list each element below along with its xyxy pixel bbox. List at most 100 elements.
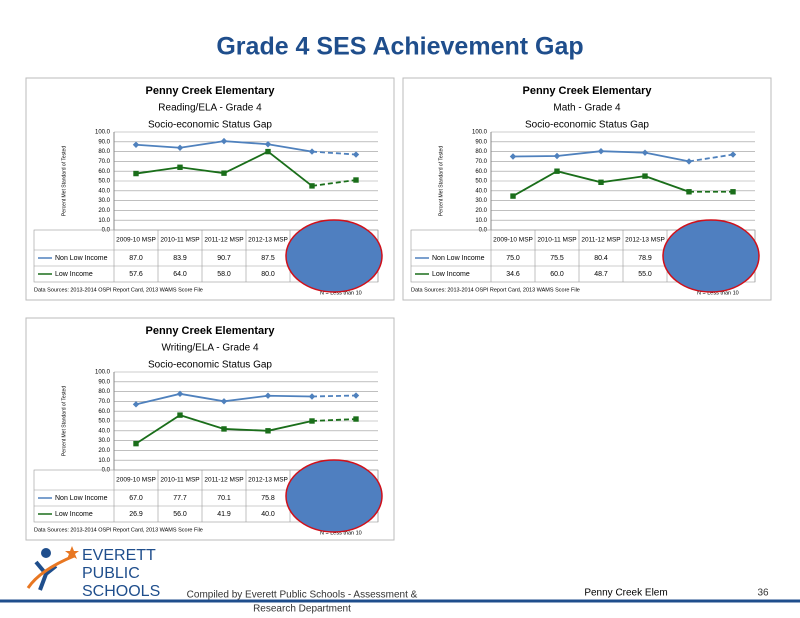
footer-school: Penny Creek Elem xyxy=(584,588,667,599)
point xyxy=(308,393,316,400)
y-tick-label: 20.0 xyxy=(475,208,487,214)
table-value: 41.9 xyxy=(217,511,231,518)
y-tick-label: 70.0 xyxy=(475,159,487,165)
point xyxy=(686,189,692,195)
y-tick-label: 80.0 xyxy=(475,149,487,155)
y-axis-label: Percent Met Standard of Tested xyxy=(61,386,67,456)
series-line xyxy=(311,394,357,398)
y-tick-label: 60.0 xyxy=(98,409,110,415)
x-tick-label: 2011-12 MSP xyxy=(204,477,243,484)
point xyxy=(264,141,272,148)
point xyxy=(553,152,561,160)
table-value: 75.5 xyxy=(550,255,564,262)
legend-label: Low Income xyxy=(55,511,93,518)
table-value: 58.0 xyxy=(217,271,231,278)
legend-label: Non Low Income xyxy=(55,255,108,262)
y-tick-label: 40.0 xyxy=(475,188,487,194)
y-tick-label: 30.0 xyxy=(475,198,487,204)
point xyxy=(554,168,560,174)
point xyxy=(264,392,272,399)
x-tick-label: 2011-12 MSP xyxy=(204,237,243,244)
series-line xyxy=(311,418,357,422)
logo-icon xyxy=(26,546,79,591)
y-tick-label: 90.0 xyxy=(98,379,110,385)
point xyxy=(353,416,359,422)
table-value: 77.7 xyxy=(173,495,187,502)
point xyxy=(176,144,184,151)
logo-text: PUBLIC xyxy=(82,565,140,582)
chart-title: Writing/ELA - Grade 4 xyxy=(161,343,259,354)
chart-title: Reading/ELA - Grade 4 xyxy=(158,103,262,114)
point xyxy=(308,148,316,155)
table-value: 70.1 xyxy=(217,495,231,502)
y-tick-label: 10.0 xyxy=(98,458,110,464)
point xyxy=(265,148,271,155)
point xyxy=(221,426,227,432)
table-value: 60.0 xyxy=(550,271,564,278)
y-tick-label: 50.0 xyxy=(98,179,110,185)
series-line xyxy=(311,150,357,156)
x-tick-label: 2012-13 MSP xyxy=(625,237,665,244)
point xyxy=(597,148,605,155)
chart-title: Penny Creek Elementary xyxy=(145,325,275,337)
point xyxy=(352,151,360,158)
footer-compiled: Compiled by Everett Public Schools - Ass… xyxy=(187,590,418,601)
point xyxy=(220,137,228,145)
table-value: 34.6 xyxy=(506,271,520,278)
point xyxy=(353,177,359,183)
y-tick-label: 20.0 xyxy=(98,208,110,214)
table-value: 48.7 xyxy=(594,271,608,278)
point xyxy=(309,183,315,189)
table-value: 57.6 xyxy=(129,271,143,278)
point xyxy=(132,401,140,408)
table-value: 56.0 xyxy=(173,511,187,518)
size-note: N = Less than 10 xyxy=(320,290,362,296)
point xyxy=(177,164,183,170)
point xyxy=(133,170,139,177)
y-tick-label: 80.0 xyxy=(98,389,110,395)
point xyxy=(221,170,227,176)
legend-label: Low Income xyxy=(432,271,470,278)
chart-title: Math - Grade 4 xyxy=(553,103,621,114)
footer-compiled: Research Department xyxy=(253,604,351,615)
x-tick-label: 2009-10 MSP xyxy=(116,237,156,244)
y-tick-label: 100.0 xyxy=(95,130,111,136)
size-note: N = Less than 10 xyxy=(697,290,739,296)
y-tick-label: 100.0 xyxy=(472,130,488,136)
x-tick-label: 2009-10 MSP xyxy=(493,237,533,244)
series-line xyxy=(311,179,357,187)
point xyxy=(685,158,693,165)
table-value: 87.5 xyxy=(261,255,275,262)
y-tick-label: 50.0 xyxy=(475,179,487,185)
legend-label: Non Low Income xyxy=(55,495,108,502)
source-note: Data Sources: 2013-2014 OSPI Report Card… xyxy=(34,287,203,293)
chart-title: Socio-economic Status Gap xyxy=(148,120,272,131)
point xyxy=(176,390,184,398)
x-tick-label: 2010-11 MSP xyxy=(537,237,576,244)
point xyxy=(309,418,315,424)
legend-label: Non Low Income xyxy=(432,255,485,262)
table-value: 87.0 xyxy=(129,255,143,262)
y-tick-label: 10.0 xyxy=(98,218,110,224)
y-tick-label: 0.0 xyxy=(102,468,111,474)
source-note: Data Sources: 2013-2014 OSPI Report Card… xyxy=(411,287,580,293)
point xyxy=(598,179,604,185)
y-tick-label: 40.0 xyxy=(98,188,110,194)
point xyxy=(509,153,517,160)
table-value: 90.7 xyxy=(217,255,231,262)
chart-title: Socio-economic Status Gap xyxy=(525,120,649,131)
redaction-oval xyxy=(285,459,383,533)
table-value: 67.0 xyxy=(129,495,143,502)
source-note: Data Sources: 2013-2014 OSPI Report Card… xyxy=(34,527,203,533)
point xyxy=(132,141,140,148)
table-value: 64.0 xyxy=(173,271,187,278)
y-tick-label: 90.0 xyxy=(475,139,487,145)
x-tick-label: 2012-13 MSP xyxy=(248,237,288,244)
x-tick-label: 2010-11 MSP xyxy=(160,477,199,484)
x-tick-label: 2011-12 MSP xyxy=(581,237,620,244)
y-tick-label: 50.0 xyxy=(98,419,110,425)
y-tick-label: 60.0 xyxy=(475,169,487,175)
point xyxy=(133,440,139,447)
redaction-oval xyxy=(285,219,383,293)
